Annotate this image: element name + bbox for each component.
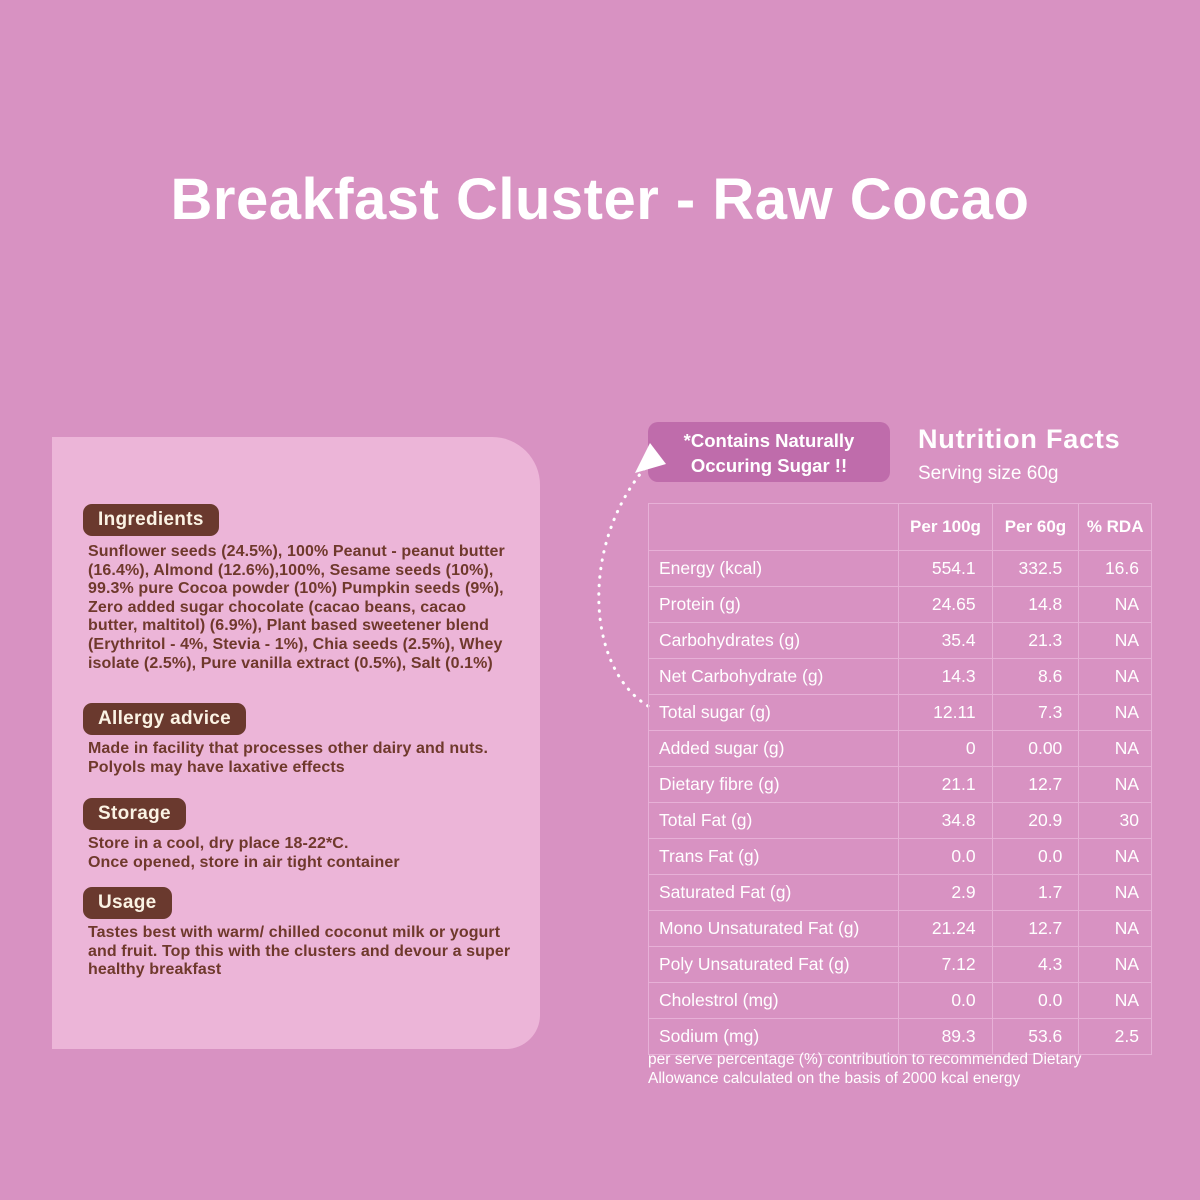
usage-text: Tastes best with warm/ chilled coconut m… bbox=[88, 924, 511, 979]
usage-heading-badge: Usage bbox=[83, 887, 172, 919]
nutrient-label: Total Fat (g) bbox=[647, 802, 900, 839]
serving-size-label: Serving size 60g bbox=[918, 463, 1059, 484]
nutrient-value: 0.0 bbox=[991, 838, 1080, 875]
nutrient-label: Poly Unsaturated Fat (g) bbox=[647, 946, 900, 983]
nutrient-value: NA bbox=[1078, 730, 1152, 767]
nutrient-value: 8.6 bbox=[991, 658, 1080, 695]
callout-line-2: Occuring Sugar !! bbox=[690, 455, 848, 476]
nutrition-facts-title: Nutrition Facts bbox=[918, 424, 1121, 454]
nutrient-value: 2.9 bbox=[898, 874, 993, 911]
nutrient-value: NA bbox=[1078, 586, 1152, 623]
page-title: Breakfast Cluster - Raw Cocao bbox=[170, 167, 1030, 232]
nutrient-value: 21.3 bbox=[991, 622, 1080, 659]
nutrient-label: Protein (g) bbox=[647, 586, 900, 623]
callout-line-1: *Contains Naturally bbox=[683, 430, 855, 451]
nutrient-value: 21.24 bbox=[898, 910, 993, 947]
nutrient-value: 1.7 bbox=[991, 874, 1080, 911]
nutrient-label: Saturated Fat (g) bbox=[647, 874, 900, 911]
table-row: Added sugar (g) 0 0.00 NA bbox=[647, 730, 1152, 767]
nutrient-label: Sodium (mg) bbox=[647, 1018, 900, 1055]
table-row: Total Fat (g) 34.8 20.9 30 bbox=[647, 802, 1152, 839]
nutrient-value: 34.8 bbox=[898, 802, 993, 839]
nutrient-value: 7.3 bbox=[991, 694, 1080, 731]
ingredients-heading-badge: Ingredients bbox=[83, 504, 219, 536]
nutrient-value: 0.0 bbox=[898, 838, 993, 875]
nutrient-label: Mono Unsaturated Fat (g) bbox=[647, 910, 900, 947]
nutrient-value: 24.65 bbox=[898, 586, 993, 623]
rda-footnote: per serve percentage (%) contribution to… bbox=[648, 1051, 1082, 1087]
nutrient-value: 4.3 bbox=[991, 946, 1080, 983]
nutrient-value: 0.00 bbox=[991, 730, 1080, 767]
table-row: Protein (g) 24.65 14.8 NA bbox=[647, 586, 1152, 623]
table-row: Cholestrol (mg) 0.0 0.0 NA bbox=[647, 982, 1152, 1019]
nutrient-value: NA bbox=[1078, 838, 1152, 875]
header-rda: % RDA bbox=[1078, 503, 1152, 551]
table-row: Sodium (mg) 89.3 53.6 2.5 bbox=[647, 1018, 1152, 1055]
table-row: Carbohydrates (g) 35.4 21.3 NA bbox=[647, 622, 1152, 659]
allergy-advice-text: Made in facility that processes other da… bbox=[88, 740, 489, 776]
nutrient-value: 20.9 bbox=[991, 802, 1080, 839]
nutrient-value: 16.6 bbox=[1078, 550, 1152, 587]
nutrient-value: 0.0 bbox=[991, 982, 1080, 1019]
nutrient-value: 35.4 bbox=[898, 622, 993, 659]
nutrient-value: NA bbox=[1078, 658, 1152, 695]
table-row: Net Carbohydrate (g) 14.3 8.6 NA bbox=[647, 658, 1152, 695]
nutrient-value: NA bbox=[1078, 982, 1152, 1019]
nutrient-label: Added sugar (g) bbox=[647, 730, 900, 767]
nutrient-value: 53.6 bbox=[991, 1018, 1080, 1055]
storage-heading-badge: Storage bbox=[83, 798, 186, 830]
nutrient-value: NA bbox=[1078, 694, 1152, 731]
naturally-occurring-sugar-callout: *Contains Naturally Occuring Sugar !! bbox=[648, 422, 890, 482]
nutrient-value: 0 bbox=[898, 730, 993, 767]
nutrient-value: 12.7 bbox=[991, 910, 1080, 947]
table-header-row: Per 100g Per 60g % RDA bbox=[647, 503, 1152, 551]
table-row: Mono Unsaturated Fat (g) 21.24 12.7 NA bbox=[647, 910, 1152, 947]
nutrient-value: NA bbox=[1078, 766, 1152, 803]
nutrient-value: NA bbox=[1078, 874, 1152, 911]
header-blank bbox=[647, 503, 900, 551]
nutrition-table: Per 100g Per 60g % RDA Energy (kcal) 554.… bbox=[647, 503, 1152, 1055]
nutrient-label: Net Carbohydrate (g) bbox=[647, 658, 900, 695]
nutrient-label: Trans Fat (g) bbox=[647, 838, 900, 875]
header-per-60g: Per 60g bbox=[991, 503, 1080, 551]
nutrient-value: 12.11 bbox=[898, 694, 993, 731]
nutrition-table-body: Energy (kcal) 554.1 332.5 16.6 Protein (g) 24… bbox=[647, 550, 1152, 1055]
nutrient-label: Carbohydrates (g) bbox=[647, 622, 900, 659]
nutrient-value: NA bbox=[1078, 622, 1152, 659]
nutrient-label: Dietary fibre (g) bbox=[647, 766, 900, 803]
nutrient-value: 14.3 bbox=[898, 658, 993, 695]
nutrient-value: 89.3 bbox=[898, 1018, 993, 1055]
nutrient-value: 554.1 bbox=[898, 550, 993, 587]
nutrient-value: 7.12 bbox=[898, 946, 993, 983]
nutrient-label: Energy (kcal) bbox=[647, 550, 900, 587]
nutrient-value: 332.5 bbox=[991, 550, 1080, 587]
allergy-advice-heading-badge: Allergy advice bbox=[83, 703, 247, 735]
dotted-curve bbox=[597, 466, 650, 708]
ingredients-text: Sunflower seeds (24.5%), 100% Peanut - p… bbox=[88, 543, 505, 672]
nutrient-value: 12.7 bbox=[991, 766, 1080, 803]
nutrient-value: 2.5 bbox=[1078, 1018, 1152, 1055]
nutrient-value: NA bbox=[1078, 946, 1152, 983]
table-row: Trans Fat (g) 0.0 0.0 NA bbox=[647, 838, 1152, 875]
info-panel: Ingredients Sunflower seeds (24.5%), 100… bbox=[52, 437, 540, 1049]
nutrient-value: NA bbox=[1078, 910, 1152, 947]
table-row: Poly Unsaturated Fat (g) 7.12 4.3 NA bbox=[647, 946, 1152, 983]
table-row: Dietary fibre (g) 21.1 12.7 NA bbox=[647, 766, 1152, 803]
table-row: Total sugar (g) 12.11 7.3 NA bbox=[647, 694, 1152, 731]
nutrient-value: 30 bbox=[1078, 802, 1152, 839]
table-row: Saturated Fat (g) 2.9 1.7 NA bbox=[647, 874, 1152, 911]
storage-text: Store in a cool, dry place 18-22*C. Once… bbox=[88, 835, 400, 871]
nutrient-label: Total sugar (g) bbox=[647, 694, 900, 731]
nutrient-value: 0.0 bbox=[898, 982, 993, 1019]
header-per-100g: Per 100g bbox=[898, 503, 993, 551]
table-row: Energy (kcal) 554.1 332.5 16.6 bbox=[647, 550, 1152, 587]
nutrient-value: 14.8 bbox=[991, 586, 1080, 623]
nutrient-label: Cholestrol (mg) bbox=[647, 982, 900, 1019]
nutrient-value: 21.1 bbox=[898, 766, 993, 803]
